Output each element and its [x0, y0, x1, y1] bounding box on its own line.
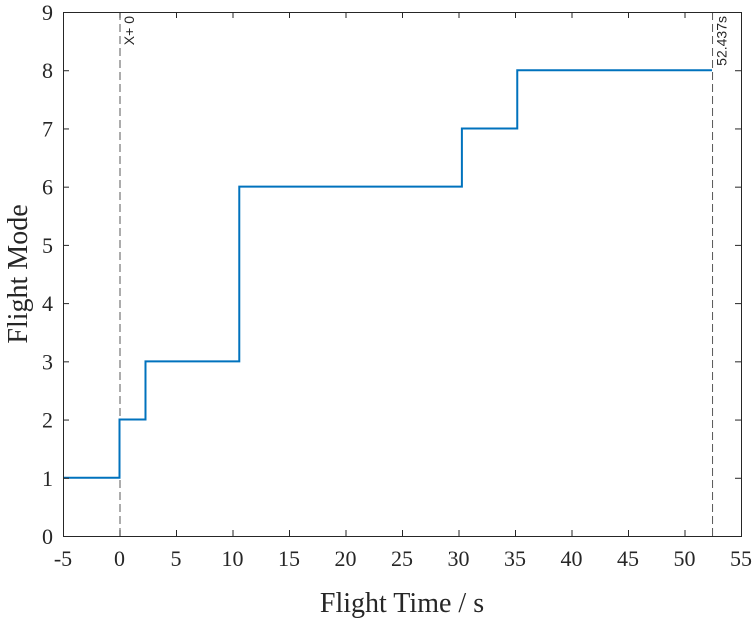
series-layer	[63, 69, 713, 479]
y-tick-label: 3	[42, 349, 53, 374]
x-tick-label: 45	[617, 546, 639, 571]
x-tick-label: 55	[730, 546, 752, 571]
x-tick-label: 35	[504, 546, 526, 571]
plot-frame	[63, 12, 742, 537]
annotation-layer: X+ 0 52.437s	[119, 12, 730, 536]
flight-mode-series-line	[63, 69, 713, 479]
x-tick-label: 5	[171, 546, 182, 571]
y-tick-label: 7	[42, 116, 53, 141]
y-tick-label: 4	[42, 291, 53, 316]
x-tick-label: 0	[114, 546, 125, 571]
x-tick-label: 30	[448, 546, 470, 571]
x-tick-label: 20	[335, 546, 357, 571]
y-tick-label: 8	[42, 58, 53, 83]
y-tick-label: 6	[42, 175, 53, 200]
x-tick-label: 15	[278, 546, 300, 571]
x-tick-label: 40	[561, 546, 583, 571]
x-tick-label: 25	[391, 546, 413, 571]
y-tick-label: 2	[42, 408, 53, 433]
x-tick-label: -5	[54, 546, 72, 571]
annotation-label: 52.437s	[714, 16, 730, 66]
x-tick-label: 50	[674, 546, 696, 571]
annotation-label: X+ 0	[121, 16, 137, 45]
y-tick-label: 0	[42, 524, 53, 549]
y-tick-label: 5	[42, 233, 53, 258]
x-axis-label: Flight Time / s	[320, 588, 484, 619]
y-tick-label: 9	[42, 0, 53, 25]
y-tick-label: 1	[42, 466, 53, 491]
x-tick-label: 10	[222, 546, 244, 571]
y-axis-label: Flight Mode	[3, 204, 34, 343]
